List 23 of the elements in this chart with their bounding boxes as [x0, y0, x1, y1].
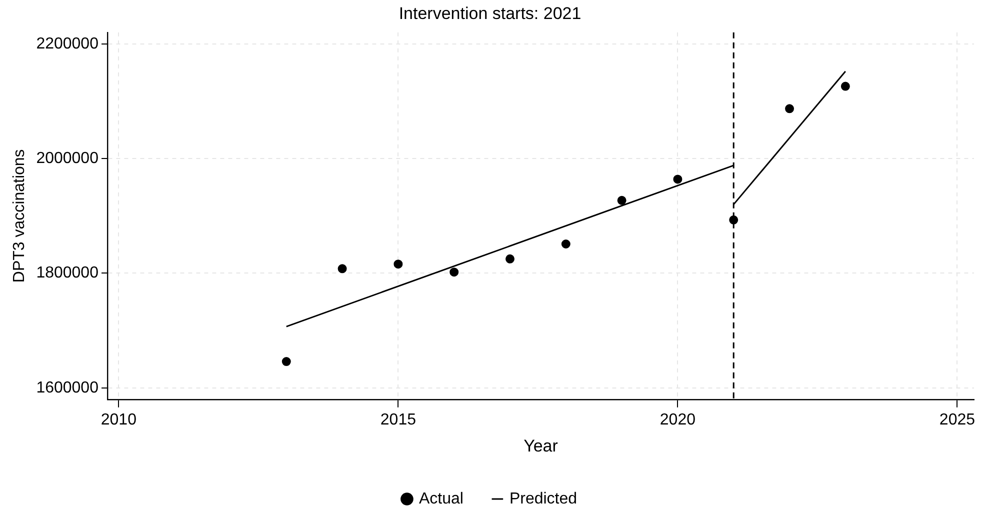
point: [450, 268, 459, 277]
legend-label: Actual: [418, 490, 464, 508]
y-tick-label: 2000000: [36, 150, 99, 167]
point: [617, 196, 626, 205]
point: [505, 254, 514, 264]
y-tick-label: 1600000: [36, 379, 99, 396]
point: [338, 264, 347, 274]
y-tick-label: 1800000: [36, 264, 99, 282]
point: [282, 357, 291, 366]
point: [394, 260, 403, 269]
x-tick-label: 2015: [380, 411, 416, 428]
point: [785, 104, 794, 114]
point: [561, 240, 570, 248]
point: [840, 82, 850, 91]
point: [673, 174, 682, 184]
x-axis-title: Year: [524, 436, 558, 456]
y-tick-label: 2200000: [36, 35, 99, 52]
x-tick-label: 2010: [100, 411, 137, 428]
y-axis-title: DPT3 vaccinations: [11, 149, 28, 283]
chart-title: Intervention starts: 2021: [398, 4, 582, 23]
legend-label: Predicted: [509, 490, 578, 508]
x-tick-label: 2020: [660, 411, 696, 428]
x-tick-label: 2025: [939, 411, 976, 428]
